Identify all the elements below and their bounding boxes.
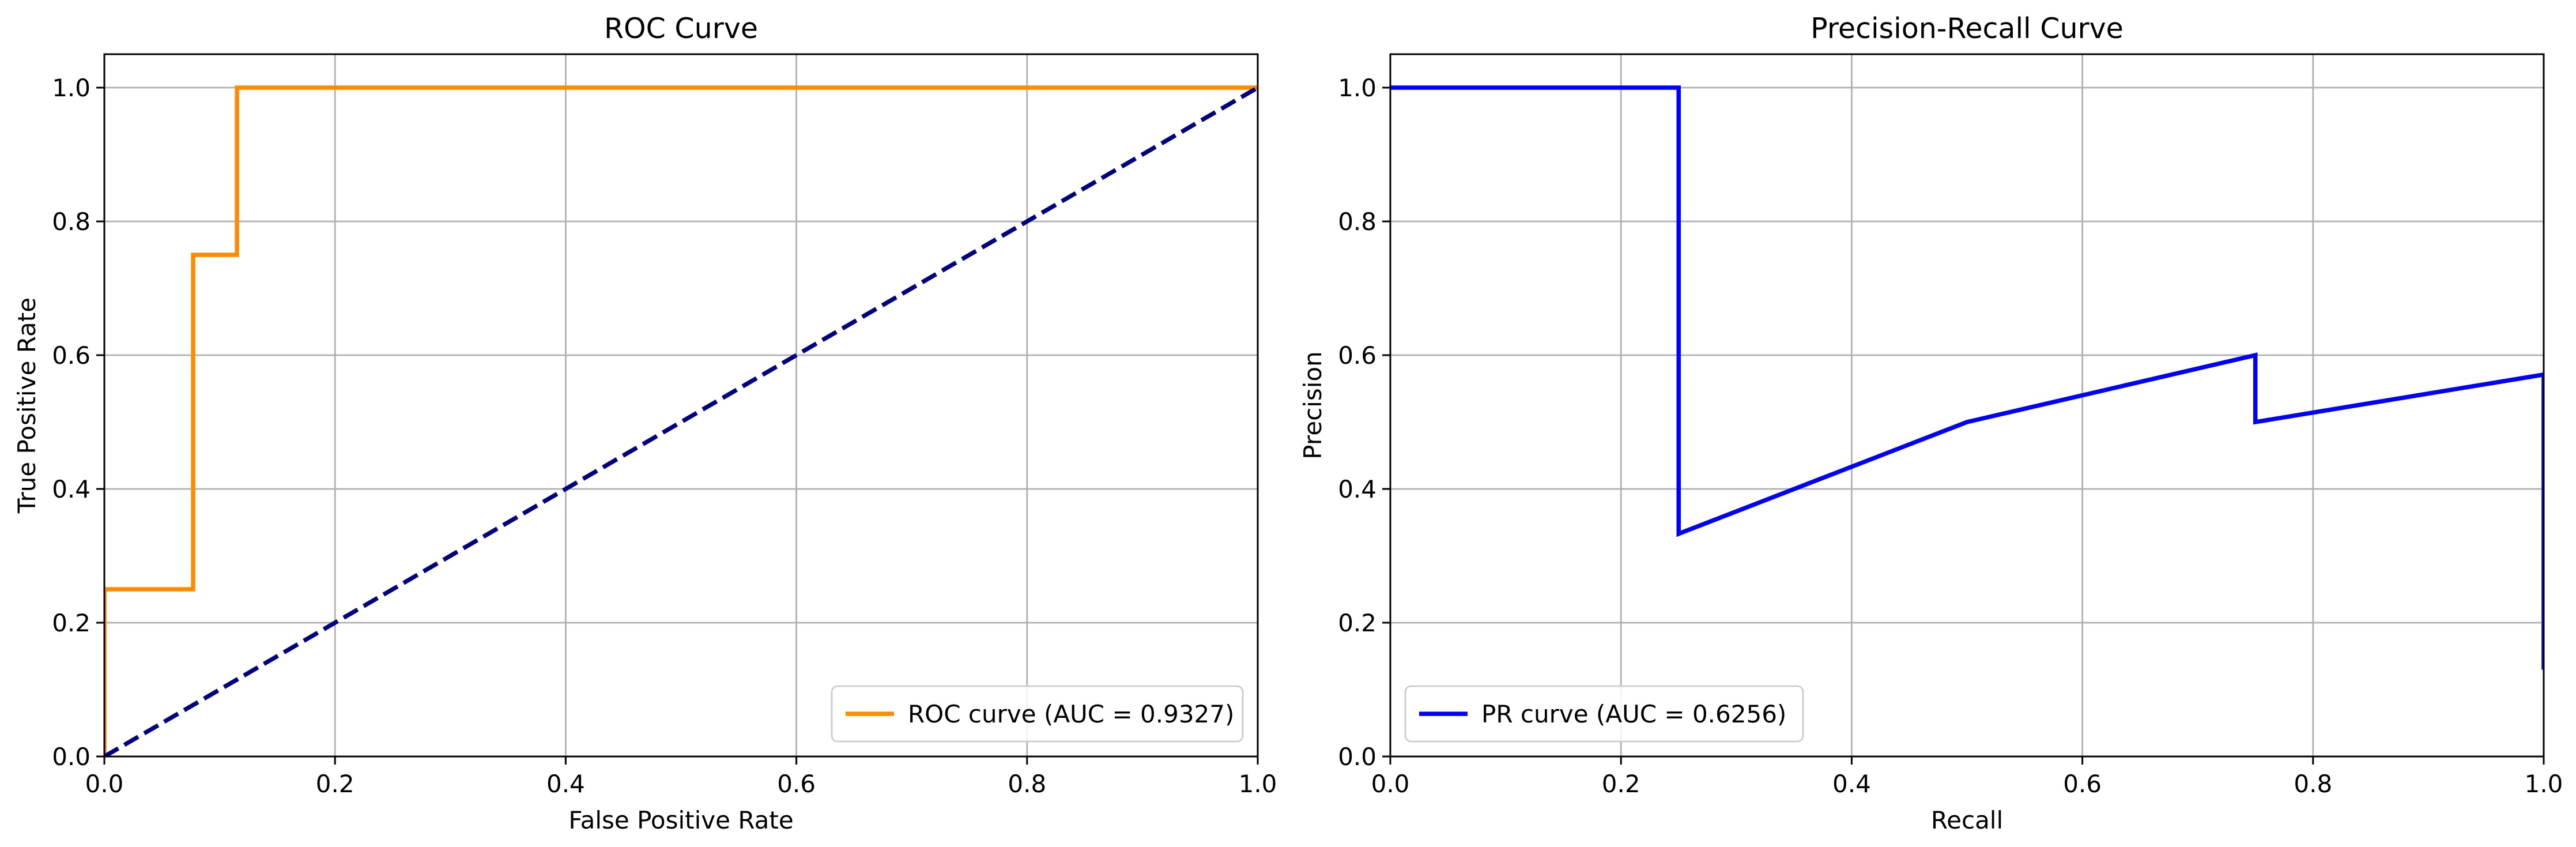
roc-x-axis-label: False Positive Rate [568,806,793,834]
pr-x-tick-label: 0.6 [2063,770,2102,798]
pr-x-tick-label: 0.4 [1832,770,1871,798]
roc-legend: ROC curve (AUC = 0.9327) [831,685,1244,743]
roc-x-tick-label: 0.0 [85,770,124,798]
pr-x-tick-label: 0.0 [1371,770,1410,798]
roc-x-tick-label: 0.2 [316,770,354,798]
roc-chart-title: ROC Curve [604,12,758,45]
roc-legend-box [831,685,1244,743]
roc-x-tick-label: 0.6 [777,770,816,798]
pr-legend-label: PR curve (AUC = 0.6256) [1481,700,1786,728]
pr-chart: 0.0 0.2 0.4 0.6 0.8 1.0 0.0 0.2 0.4 0.6 0.8 1.0 Prec… [1299,12,2563,834]
pr-x-tick-label: 0.2 [1602,770,1640,798]
pr-series-line [1390,85,2544,670]
roc-y-tick-label: 0.6 [52,341,90,370]
roc-x-tick-label: 0.8 [1008,770,1046,798]
pr-y-tick-label: 1.0 [1338,74,1376,102]
pr-legend-box [1404,685,1804,743]
pr-axes-frame [1389,53,2545,758]
roc-axes-frame [103,53,1259,758]
pr-y-tick-label: 0.0 [1338,743,1376,771]
pr-y-tick-label: 0.6 [1338,341,1376,370]
roc-y-tick-label: 0.8 [52,208,90,236]
pr-x-tick-label: 1.0 [2525,770,2563,798]
pr-chart-title: Precision-Recall Curve [1811,12,2124,45]
pr-legend: PR curve (AUC = 0.6256) [1404,685,1804,743]
pr-x-axis-label: Recall [1931,806,2003,834]
roc-y-tick-label: 1.0 [52,74,90,102]
pr-y-tick-label: 0.2 [1338,609,1376,637]
pr-x-tick-label: 0.8 [2294,770,2332,798]
roc-y-tick-label: 0.2 [52,609,90,637]
roc-y-tick-label: 0.0 [52,743,90,771]
roc-series-line-diagonal [104,85,1258,756]
roc-x-tick-label: 0.4 [546,770,585,798]
pr-y-tick-label: 0.4 [1338,475,1376,503]
roc-x-tick-label: 1.0 [1239,770,1277,798]
pr-y-axis-label: Precision [1299,351,1327,459]
pr-y-tick-label: 0.8 [1338,208,1376,236]
roc-y-axis-label: True Positive Rate [13,298,41,514]
roc-chart: 0.0 0.2 0.4 0.6 0.8 1.0 0.0 0.2 0.4 0.6 0.8 1.0 ROC … [13,12,1277,834]
roc-series-line [104,85,1258,756]
roc-y-tick-label: 0.4 [52,475,90,503]
roc-legend-label: ROC curve (AUC = 0.9327) [908,700,1234,728]
